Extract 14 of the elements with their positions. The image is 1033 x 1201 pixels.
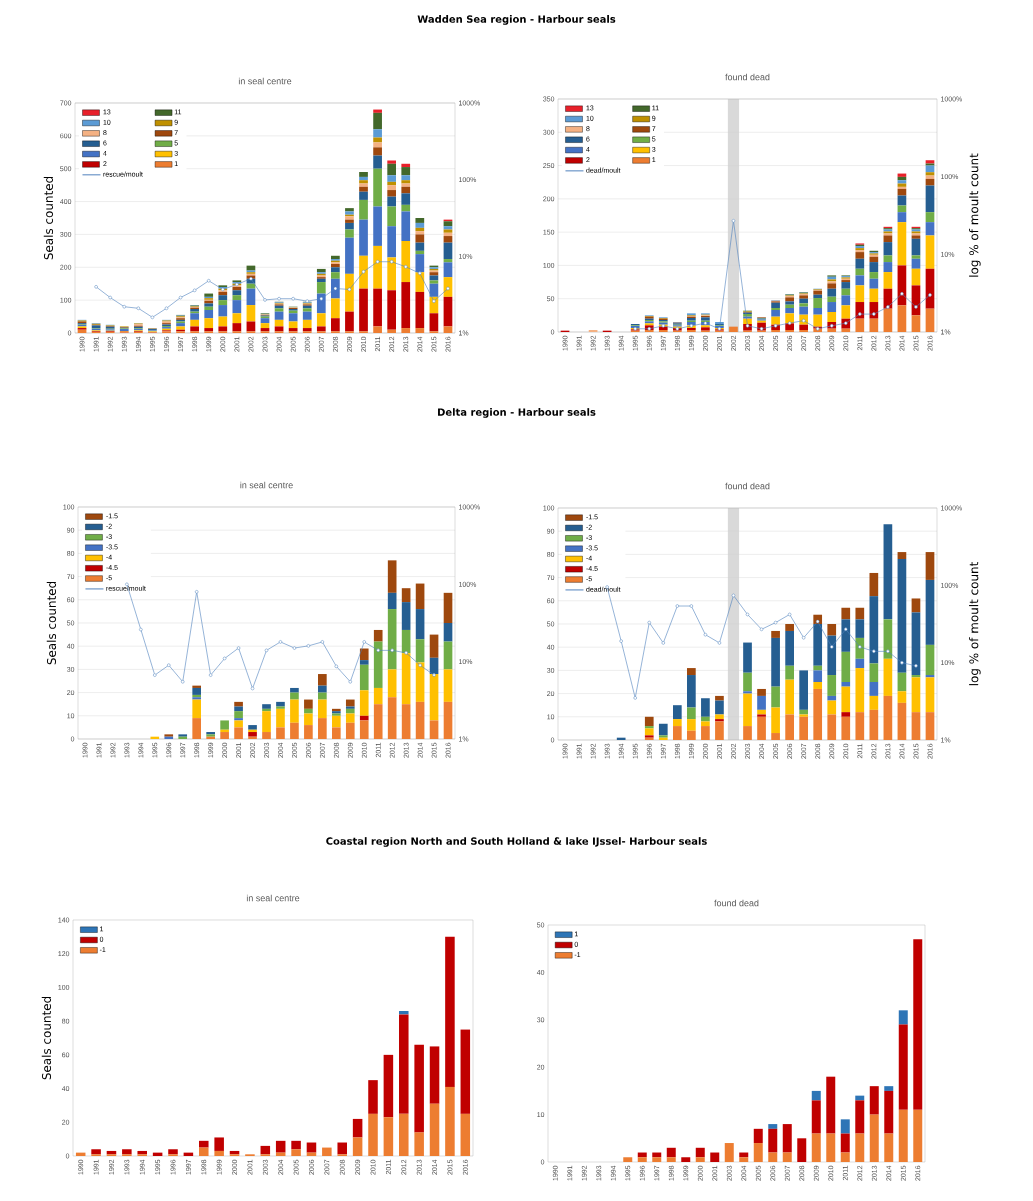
chart-subtitle: found dead xyxy=(725,482,770,490)
chart-subtitle: in seal centre xyxy=(240,481,293,489)
y-axis-title: Seals counted xyxy=(43,176,54,260)
text: Delta region - Harbour seals xyxy=(438,408,596,418)
chart-subtitle: in seal centre xyxy=(238,77,292,85)
y-axis-title: Seals counted xyxy=(46,581,57,665)
text: Wadden Sea region - Harbour seals xyxy=(417,15,616,25)
chart-subtitle: in seal centre xyxy=(246,894,300,902)
y-axis-title: Seals counted xyxy=(41,996,52,1080)
y2-axis-title: log % of moult count xyxy=(969,153,981,277)
text: Coastal region North and South Holland & lake IJssel- Harbour seals xyxy=(326,837,707,847)
y2-axis-title: log % of moult count xyxy=(969,561,981,686)
chart-subtitle: found dead xyxy=(714,899,759,907)
chart-subtitle: found dead xyxy=(725,73,770,81)
